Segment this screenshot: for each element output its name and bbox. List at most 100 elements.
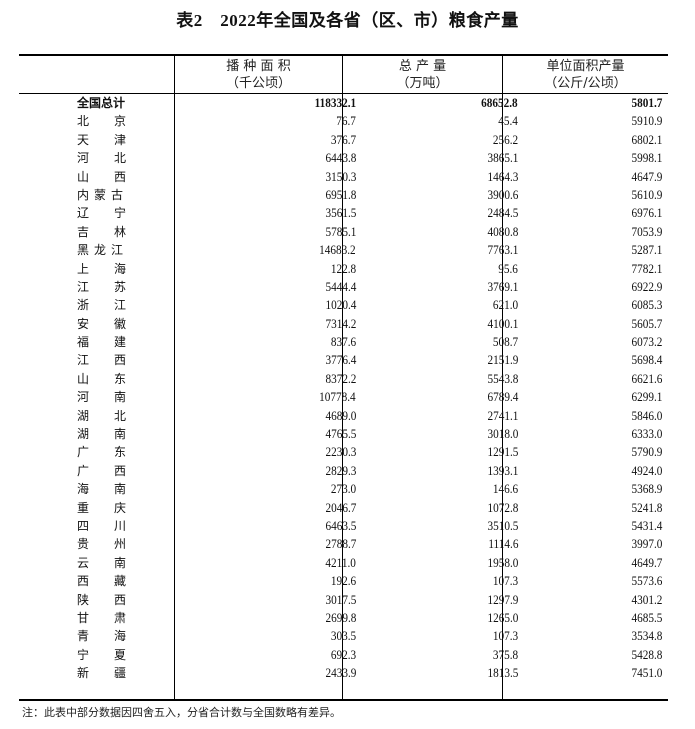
table-row: 甘肃 2699.8 1265.0 4685.5: [19, 609, 668, 627]
region-name: 广西: [77, 463, 152, 478]
output-value: 1114.6: [487, 537, 518, 552]
yield-value: 4685.5: [631, 610, 662, 625]
area-value: 2829.3: [325, 463, 356, 478]
table-row: 云南 4211.0 1958.0 4649.7: [19, 554, 668, 572]
area-value: 4211.0: [325, 555, 356, 570]
output-value: 256.2: [492, 132, 518, 147]
output-value: 107.3: [492, 629, 518, 644]
region-name: 全国总计: [77, 96, 126, 110]
table-row: 湖北 4689.0 2741.1 5846.0: [19, 407, 668, 425]
table-row: 辽宁 3561.5 2484.5 6976.1: [19, 204, 668, 222]
table-row: 新疆 2433.9 1813.5 7451.0: [19, 664, 668, 682]
region-name: 山西: [77, 169, 152, 184]
yield-value: 6073.2: [631, 335, 662, 350]
output-value: 6789.4: [487, 390, 518, 405]
region-name: 福建: [77, 335, 152, 350]
yield-value: 4924.0: [631, 463, 662, 478]
yield-value: 5698.4: [631, 353, 662, 368]
area-value: 376.7: [330, 132, 356, 147]
table-row: 江苏 5444.4 3769.1 6922.9: [19, 278, 668, 296]
table-row: 山西 3150.3 1464.3 4647.9: [19, 168, 668, 186]
yield-value: 5428.8: [631, 647, 662, 662]
region-name: 北京: [77, 114, 152, 129]
region-name: 浙江: [77, 298, 152, 313]
output-value: 375.8: [492, 647, 518, 662]
table-row: 青海 303.5 107.3 3534.8: [19, 627, 668, 645]
area-value: 8372.2: [325, 371, 356, 386]
table-row: 陕西 3017.5 1297.9 4301.2: [19, 591, 668, 609]
region-name: 云南: [77, 555, 152, 570]
output-value: 3865.1: [487, 151, 518, 166]
output-value: 4100.1: [487, 316, 518, 331]
table-row: 贵州 2788.7 1114.6 3997.0: [19, 535, 668, 553]
yield-value: 5605.7: [631, 316, 662, 331]
output-value: 1393.1: [487, 463, 518, 478]
column-header-label: 播 种 面 积: [226, 59, 291, 74]
yield-value: 3534.8: [631, 629, 662, 644]
table-row: 湖南 4765.5 3018.0 6333.0: [19, 425, 668, 443]
output-value: 107.3: [492, 574, 518, 589]
region-name: 山东: [77, 371, 152, 386]
region-name: 黑龙江: [77, 243, 129, 258]
table-row: 内蒙古 6951.8 3900.6 5610.9: [19, 186, 668, 204]
yield-value: 5998.1: [631, 151, 662, 166]
output-value: 95.6: [498, 261, 518, 276]
column-divider: [502, 55, 503, 700]
output-value: 1813.5: [487, 666, 518, 681]
yield-value: 5287.1: [631, 243, 662, 258]
table-row: 福建 837.6 508.7 6073.2: [19, 333, 668, 351]
area-value: 2788.7: [325, 537, 356, 552]
yield-value: 6085.3: [631, 298, 662, 313]
output-value: 3900.6: [487, 187, 518, 202]
region-name: 新疆: [77, 666, 152, 681]
area-value: 2699.8: [325, 610, 356, 625]
table-row: 上海 122.8 95.6 7782.1: [19, 260, 668, 278]
table-row: 河北 6443.8 3865.1 5998.1: [19, 149, 668, 167]
output-value: 2484.5: [487, 206, 518, 221]
region-name: 海南: [77, 482, 152, 497]
output-value: 621.0: [492, 298, 518, 313]
yield-value: 6621.6: [631, 371, 662, 386]
table-row: 宁夏 692.3 375.8 5428.8: [19, 646, 668, 664]
yield-value: 4649.7: [631, 555, 662, 570]
yield-value: 5610.9: [631, 187, 662, 202]
output-value: 7763.1: [487, 243, 518, 258]
table-row: 浙江 1020.4 621.0 6085.3: [19, 296, 668, 314]
yield-value: 6976.1: [631, 206, 662, 221]
table-row: 四川 6463.5 3510.5 5431.4: [19, 517, 668, 535]
output-value: 2741.1: [487, 408, 518, 423]
output-value: 1291.5: [487, 445, 518, 460]
table-row: 吉林 5785.1 4080.8 7053.9: [19, 223, 668, 241]
table-title: 表2 2022年全国及各省（区、市）粮食产量: [176, 11, 519, 30]
region-name: 江苏: [77, 279, 152, 294]
region-name: 广东: [77, 445, 152, 460]
table-body: 全国总计 118332.1 68652.8 5801.7 北京 76.7 45.4 5910.…: [19, 94, 668, 683]
area-value: 14683.2: [319, 243, 356, 258]
area-value: 118332.1: [314, 96, 356, 110]
table-row: 海南 273.0 146.6 5368.9: [19, 480, 668, 498]
region-name: 陕西: [77, 592, 152, 607]
region-name: 天津: [77, 132, 152, 147]
area-value: 837.6: [330, 335, 356, 350]
column-header-unit: （万吨）: [396, 76, 449, 91]
output-value: 508.7: [492, 335, 518, 350]
yield-value: 3997.0: [631, 537, 662, 552]
region-name: 湖南: [77, 427, 152, 442]
output-value: 146.6: [492, 482, 518, 497]
area-value: 6463.5: [325, 518, 356, 533]
output-value: 3510.5: [487, 518, 518, 533]
region-name: 青海: [77, 629, 152, 644]
area-value: 303.5: [330, 629, 356, 644]
yield-value: 6299.1: [631, 390, 662, 405]
output-value: 3018.0: [487, 427, 518, 442]
yield-value: 4301.2: [631, 592, 662, 607]
yield-value: 5241.8: [631, 500, 662, 515]
column-header-label: 总 产 量: [398, 59, 447, 74]
output-value: 45.4: [498, 114, 518, 129]
column-header-yield: 单位面积产量 （公斤/公顷）: [503, 58, 668, 92]
area-value: 6951.8: [325, 187, 356, 202]
area-value: 122.8: [330, 261, 356, 276]
area-value: 3150.3: [325, 169, 356, 184]
area-value: 1020.4: [325, 298, 356, 313]
region-name: 西藏: [77, 574, 152, 589]
